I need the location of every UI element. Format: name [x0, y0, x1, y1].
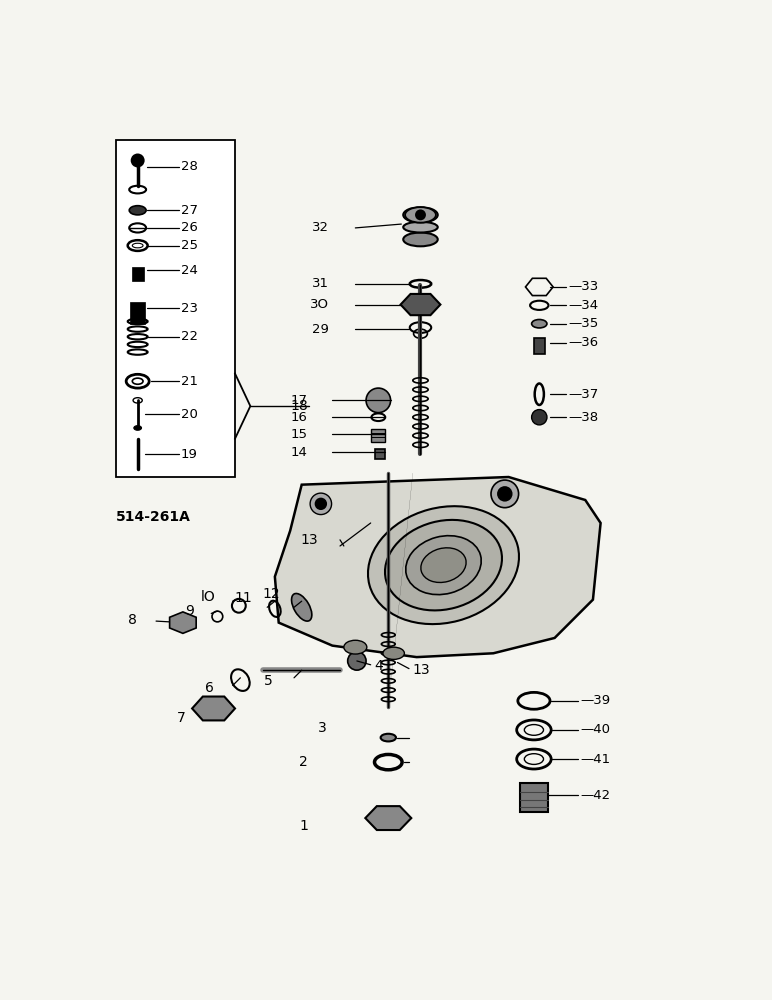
- Text: —35: —35: [568, 317, 598, 330]
- Text: 514-261A: 514-261A: [117, 510, 191, 524]
- Ellipse shape: [129, 206, 146, 215]
- Text: 19: 19: [181, 448, 198, 461]
- Circle shape: [532, 410, 547, 425]
- Text: 11: 11: [235, 591, 252, 605]
- Circle shape: [366, 388, 391, 413]
- Bar: [534, 338, 545, 354]
- Text: —33: —33: [568, 280, 598, 293]
- Circle shape: [310, 493, 332, 515]
- Text: 17: 17: [291, 394, 308, 407]
- Circle shape: [131, 154, 144, 167]
- Ellipse shape: [344, 640, 367, 654]
- Text: 13: 13: [413, 663, 431, 677]
- Ellipse shape: [532, 320, 547, 328]
- Text: —40: —40: [580, 723, 610, 736]
- Text: lO: lO: [201, 590, 216, 604]
- Ellipse shape: [368, 506, 519, 624]
- Text: 12: 12: [262, 587, 280, 601]
- Ellipse shape: [405, 207, 436, 223]
- Text: 3O: 3O: [310, 298, 329, 311]
- Text: 32: 32: [312, 221, 329, 234]
- Ellipse shape: [406, 536, 481, 595]
- Text: 5: 5: [264, 674, 273, 688]
- Circle shape: [347, 652, 366, 670]
- Ellipse shape: [383, 647, 405, 659]
- Ellipse shape: [403, 222, 438, 233]
- Text: 15: 15: [291, 428, 308, 441]
- Text: —41: —41: [580, 753, 610, 766]
- Text: 28: 28: [181, 160, 198, 173]
- Text: 16: 16: [291, 411, 308, 424]
- Circle shape: [498, 487, 512, 501]
- Text: 4: 4: [374, 659, 383, 673]
- Polygon shape: [365, 806, 411, 830]
- Text: 21: 21: [181, 375, 198, 388]
- Text: 22: 22: [181, 330, 198, 343]
- Text: —38: —38: [568, 411, 598, 424]
- Ellipse shape: [385, 520, 502, 610]
- Text: 2: 2: [299, 755, 308, 769]
- Text: 7: 7: [177, 711, 185, 725]
- Polygon shape: [192, 697, 235, 720]
- Bar: [371, 429, 385, 442]
- Circle shape: [316, 498, 327, 509]
- Text: 13: 13: [301, 533, 319, 547]
- Circle shape: [416, 210, 425, 219]
- Text: 9: 9: [185, 604, 195, 618]
- Bar: [117, 140, 235, 477]
- Text: —42: —42: [580, 789, 610, 802]
- Text: 31: 31: [312, 277, 329, 290]
- Text: 6: 6: [205, 681, 214, 695]
- Text: 29: 29: [312, 323, 329, 336]
- Text: 25: 25: [181, 239, 198, 252]
- Polygon shape: [401, 294, 440, 315]
- Text: 24: 24: [181, 264, 198, 277]
- Bar: [130, 302, 145, 324]
- Bar: [520, 783, 547, 812]
- Polygon shape: [275, 477, 601, 657]
- Text: —37: —37: [568, 388, 598, 401]
- Text: 20: 20: [181, 408, 198, 421]
- Bar: [131, 267, 144, 281]
- Text: 1: 1: [299, 819, 308, 833]
- Bar: [374, 449, 385, 459]
- Ellipse shape: [381, 734, 396, 741]
- Text: 18: 18: [290, 399, 308, 413]
- Text: 3: 3: [317, 721, 327, 735]
- Ellipse shape: [403, 207, 438, 223]
- Text: 26: 26: [181, 221, 198, 234]
- Ellipse shape: [292, 593, 312, 621]
- Ellipse shape: [134, 426, 141, 430]
- Text: —34: —34: [568, 299, 598, 312]
- Circle shape: [491, 480, 519, 508]
- Text: 8: 8: [128, 613, 137, 627]
- Text: 14: 14: [291, 446, 308, 459]
- Ellipse shape: [403, 233, 438, 246]
- Ellipse shape: [421, 548, 466, 582]
- Text: 23: 23: [181, 302, 198, 315]
- Polygon shape: [170, 612, 196, 633]
- Text: 27: 27: [181, 204, 198, 217]
- Text: —39: —39: [580, 694, 610, 707]
- Text: —36: —36: [568, 336, 598, 349]
- Ellipse shape: [416, 301, 425, 308]
